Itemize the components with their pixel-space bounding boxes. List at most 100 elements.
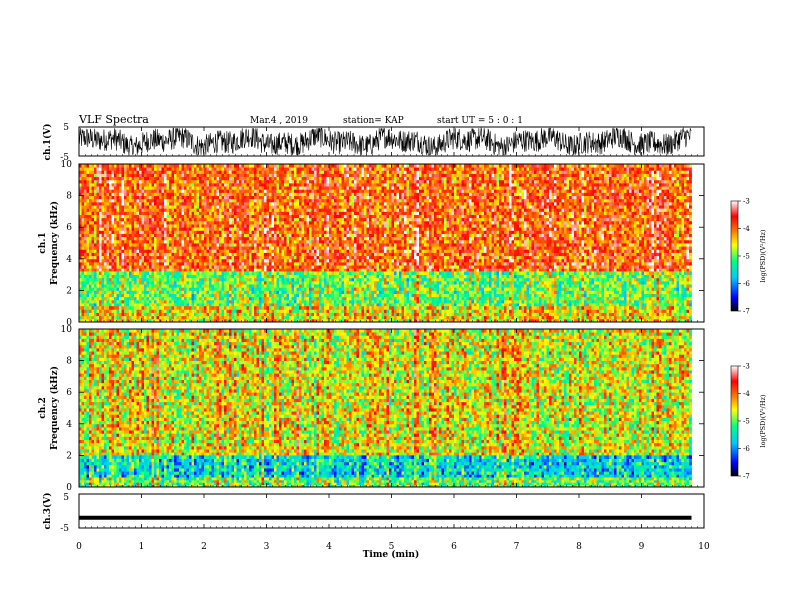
spectrogram-cell <box>399 218 402 222</box>
spectrogram-cell <box>109 243 112 247</box>
spectrogram-cell <box>517 237 520 241</box>
spectrogram-cell <box>604 224 607 228</box>
spectrogram-cell <box>509 230 512 234</box>
spectrogram-cell <box>639 246 642 250</box>
spectrogram-cell <box>469 224 472 228</box>
spectrogram-cell <box>574 208 577 212</box>
spectrogram-cell <box>562 240 565 244</box>
spectrogram-cell <box>404 252 407 256</box>
spectrogram-cell <box>457 221 460 225</box>
spectrogram-cell <box>689 243 692 247</box>
spectrogram-cell <box>379 230 382 234</box>
spectrogram-cell <box>532 240 535 244</box>
spectrogram-cell <box>99 224 102 228</box>
spectrogram-cell <box>152 265 155 269</box>
spectrogram-cell <box>197 256 200 260</box>
spectrogram-cell <box>394 265 397 269</box>
spectrogram-cell <box>264 205 267 209</box>
spectrogram-cell <box>147 230 150 234</box>
spectrogram-cell <box>282 221 285 225</box>
spectrogram-cell <box>277 240 280 244</box>
spectrogram-cell <box>102 208 105 212</box>
spectrogram-cell <box>287 237 290 241</box>
spectrogram-cell <box>314 259 317 263</box>
spectrogram-cell <box>432 252 435 256</box>
spectrogram-cell <box>644 234 647 238</box>
spectrogram-cell <box>492 227 495 231</box>
spectrogram-cell <box>667 262 670 266</box>
spectrogram-cell <box>352 208 355 212</box>
spectrogram-cell <box>392 240 395 244</box>
spectrogram-cell <box>182 268 185 272</box>
spectrogram-cell <box>364 237 367 241</box>
spectrogram-cell <box>654 259 657 263</box>
spectrogram-cell <box>424 256 427 260</box>
spectrogram-cell <box>677 215 680 219</box>
spectrogram-cell <box>477 237 480 241</box>
spectrogram-cell <box>87 211 90 215</box>
spectrogram-cell <box>159 230 162 234</box>
spectrogram-cell <box>617 234 620 238</box>
spectrogram-cell <box>362 237 365 241</box>
spectrogram-cell <box>204 221 207 225</box>
spectrogram-cell <box>274 205 277 209</box>
spectrogram-cell <box>594 265 597 269</box>
spectrogram-cell <box>512 230 515 234</box>
spectrogram-cell <box>154 227 157 231</box>
spectrogram-cell <box>89 246 92 250</box>
spectrogram-cell <box>469 265 472 269</box>
spectrogram-cell <box>339 218 342 222</box>
spectrogram-cell <box>637 252 640 256</box>
spectrogram-cell <box>222 243 225 247</box>
spectrogram-cell <box>652 218 655 222</box>
spectrogram-cell <box>459 262 462 266</box>
spectrogram-cell <box>82 249 85 253</box>
spectrogram-cell <box>619 215 622 219</box>
spectrogram-cell <box>687 256 690 260</box>
spectrogram-cell <box>509 208 512 212</box>
spectrogram-cell <box>684 246 687 250</box>
spectrogram-cell <box>569 246 572 250</box>
spectrogram-cell <box>272 249 275 253</box>
spectrogram-cell <box>417 208 420 212</box>
spectrogram-cell <box>467 256 470 260</box>
spectrogram-cell <box>112 265 115 269</box>
spectrogram-cell <box>542 230 545 234</box>
spectrogram-cell <box>202 230 205 234</box>
spectrogram-cell <box>492 265 495 269</box>
spectrogram-cell <box>582 256 585 260</box>
spectrogram-cell <box>307 246 310 250</box>
spectrogram-cell <box>432 230 435 234</box>
spectrogram-cell <box>454 246 457 250</box>
spectrogram-cell <box>239 243 242 247</box>
spectrogram-cell <box>334 259 337 263</box>
spectrogram-cell <box>567 234 570 238</box>
spectrogram-cell <box>557 208 560 212</box>
spectrogram-cell <box>439 211 442 215</box>
spectrogram-cell <box>534 218 537 222</box>
spectrogram-cell <box>482 218 485 222</box>
spectrogram-cell <box>647 227 650 231</box>
spectrogram-cell <box>267 246 270 250</box>
spectrogram-cell <box>119 208 122 212</box>
spectrogram-cell <box>149 237 152 241</box>
spectrogram-cell <box>534 265 537 269</box>
spectrogram-cell <box>94 227 97 231</box>
spectrogram-cell <box>584 268 587 272</box>
spectrogram-cell <box>299 246 302 250</box>
spectrogram-cell <box>467 268 470 272</box>
spectrogram-cell <box>134 230 137 234</box>
spectrogram-cell <box>104 211 107 215</box>
spectrogram-cell <box>429 218 432 222</box>
spectrogram-cell <box>124 230 127 234</box>
spectrogram-cell <box>294 252 297 256</box>
spectrogram-cell <box>557 262 560 266</box>
spectrogram-cell <box>214 224 217 228</box>
spectrogram-cell <box>574 243 577 247</box>
spectrogram-cell <box>109 240 112 244</box>
spectrogram-cell <box>229 262 232 266</box>
spectrogram-cell <box>472 237 475 241</box>
spectrogram-cell <box>109 252 112 256</box>
spectrogram-cell <box>447 268 450 272</box>
